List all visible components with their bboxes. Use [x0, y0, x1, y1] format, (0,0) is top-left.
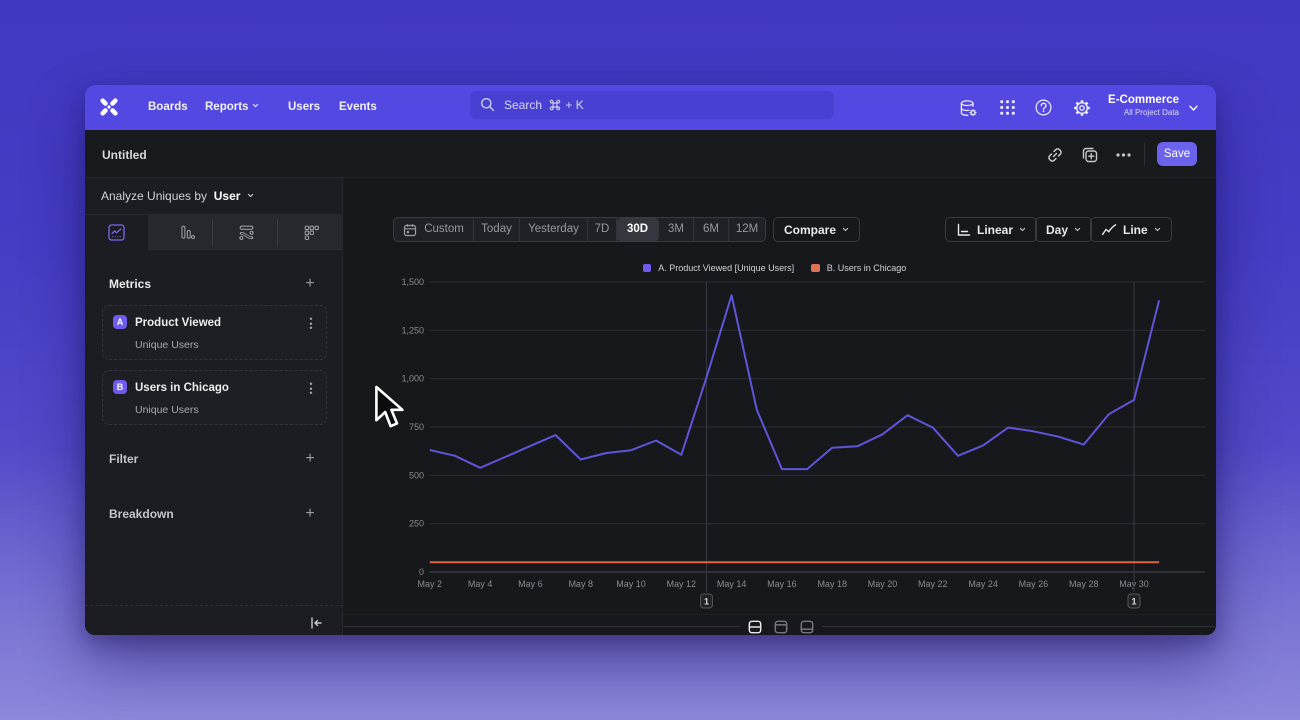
- svg-text:May 6: May 6: [518, 579, 543, 589]
- svg-text:May 12: May 12: [667, 579, 697, 589]
- svg-text:500: 500: [409, 470, 424, 480]
- svg-text:1,500: 1,500: [401, 277, 424, 287]
- svg-text:May 10: May 10: [616, 579, 646, 589]
- svg-text:1,250: 1,250: [401, 325, 424, 335]
- svg-text:750: 750: [409, 422, 424, 432]
- svg-text:1: 1: [1131, 597, 1136, 607]
- svg-text:0: 0: [419, 567, 424, 577]
- svg-text:1,000: 1,000: [401, 374, 424, 384]
- svg-text:May 18: May 18: [817, 579, 847, 589]
- svg-text:May 4: May 4: [468, 579, 493, 589]
- svg-text:May 22: May 22: [918, 579, 948, 589]
- svg-text:May 20: May 20: [868, 579, 898, 589]
- svg-text:1: 1: [704, 597, 709, 607]
- svg-text:May 28: May 28: [1069, 579, 1099, 589]
- svg-text:May 2: May 2: [418, 579, 443, 589]
- svg-text:250: 250: [409, 519, 424, 529]
- svg-text:May 14: May 14: [717, 579, 747, 589]
- svg-text:May 16: May 16: [767, 579, 797, 589]
- svg-text:May 26: May 26: [1019, 579, 1049, 589]
- svg-text:May 24: May 24: [968, 579, 998, 589]
- svg-text:May 8: May 8: [568, 579, 593, 589]
